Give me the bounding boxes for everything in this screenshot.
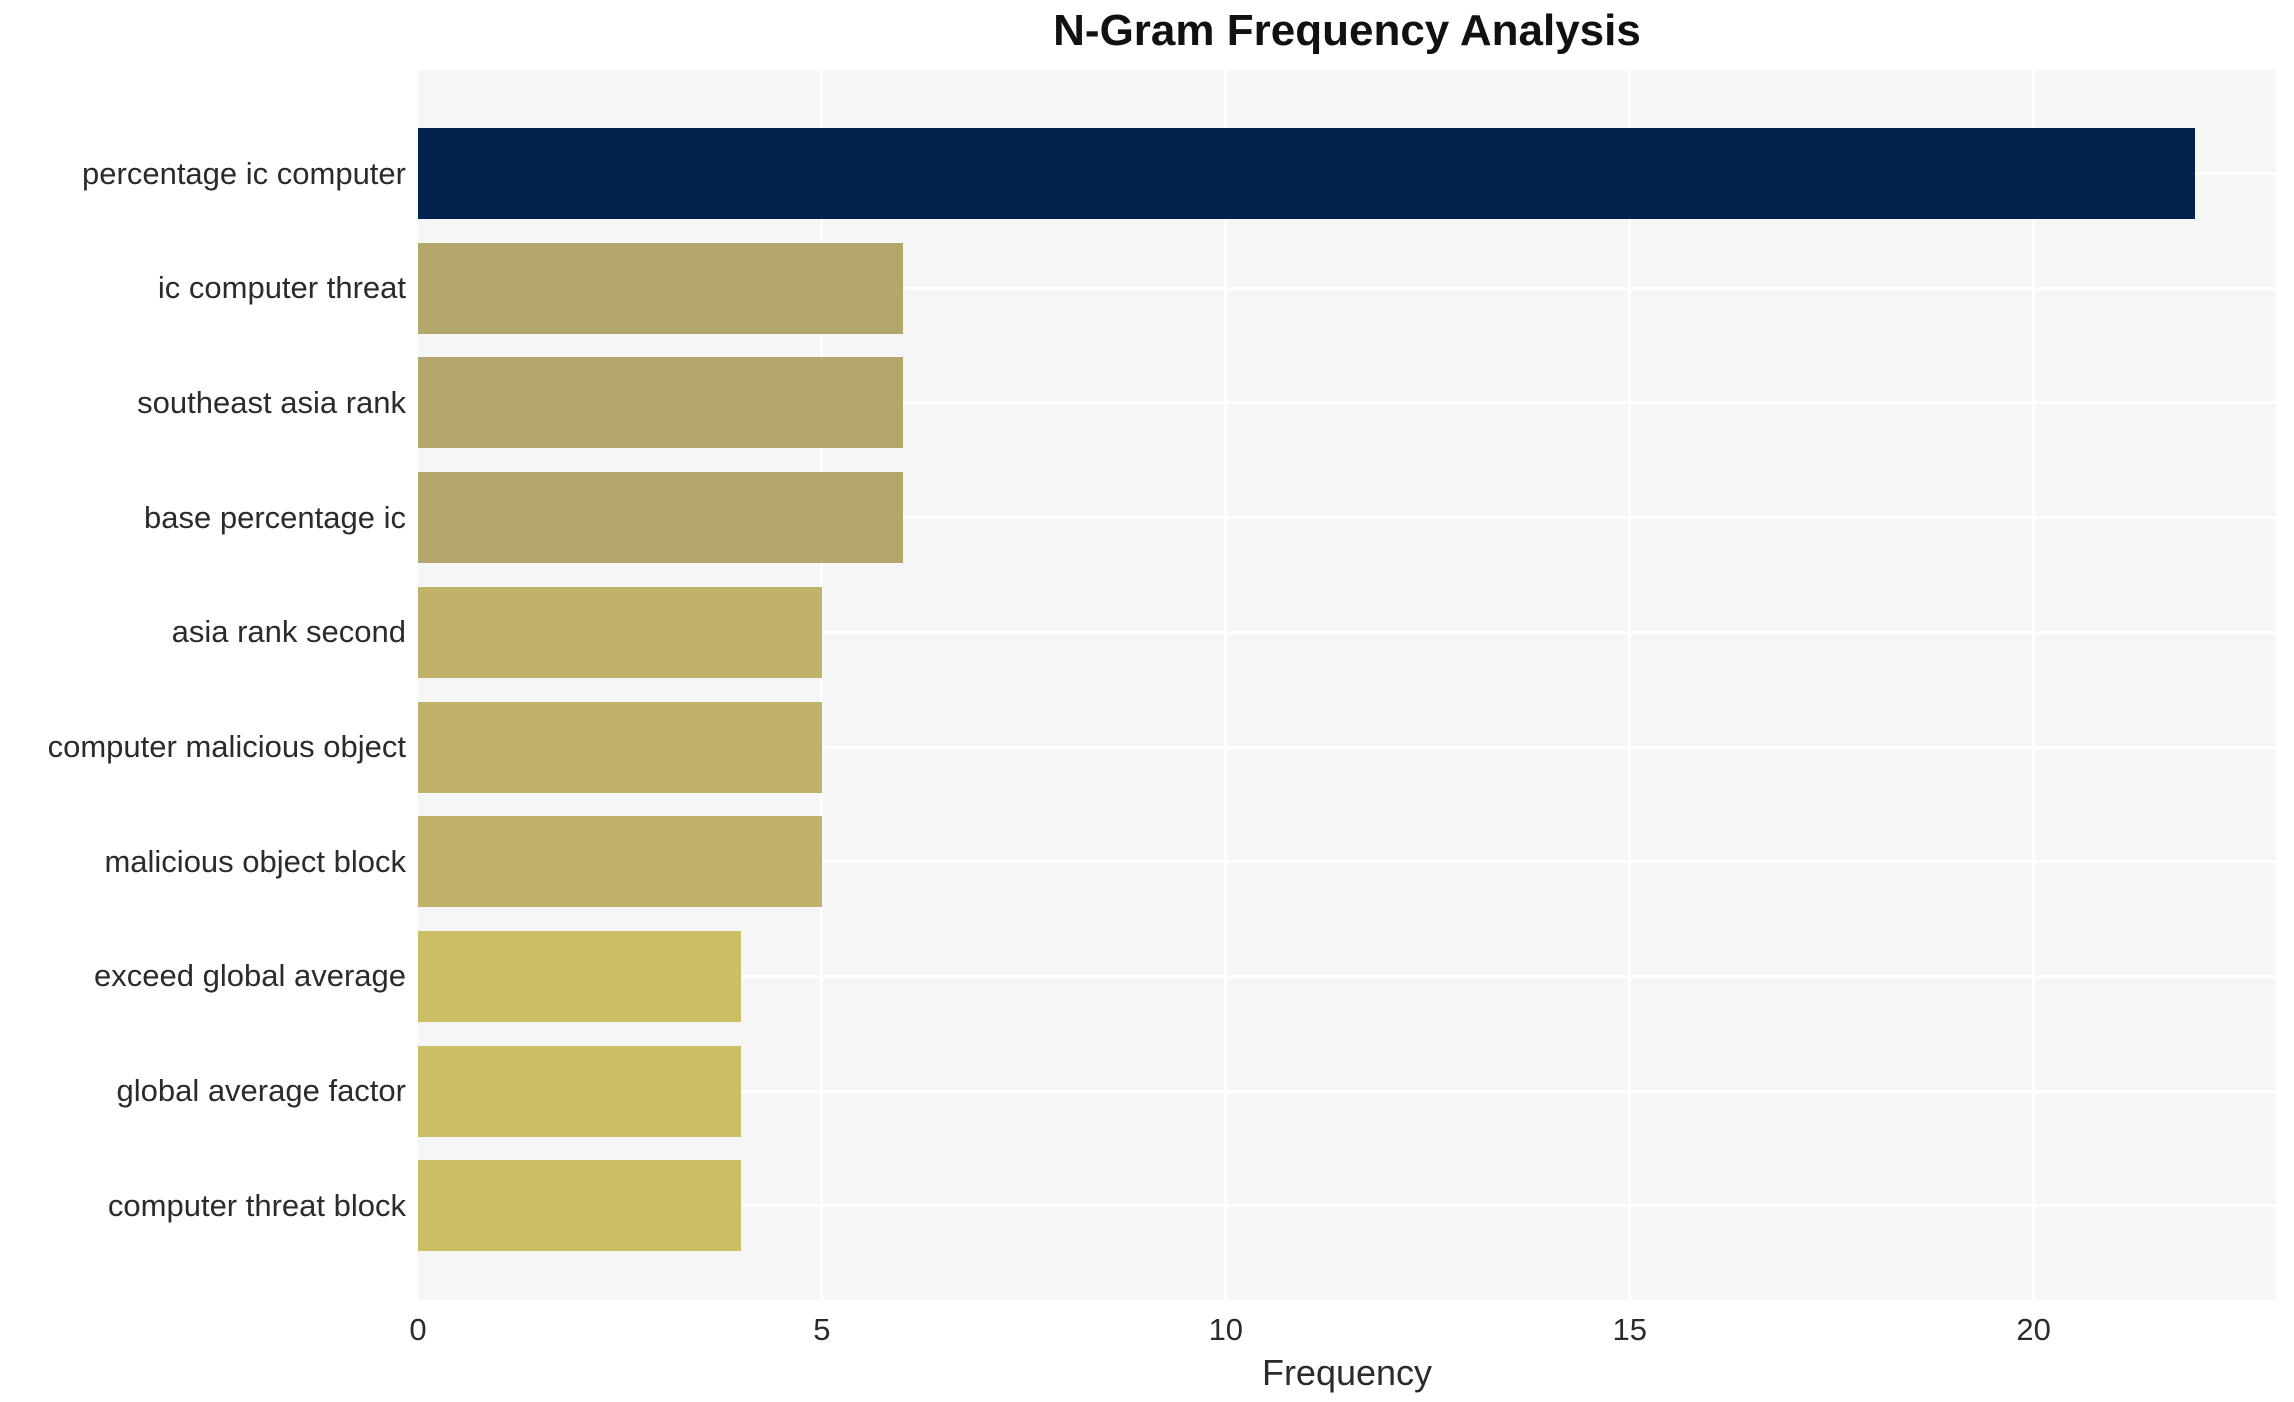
frequency-bar[interactable] — [418, 586, 822, 678]
category-label: computer threat block — [107, 1187, 406, 1223]
h-gridline — [418, 1089, 2276, 1093]
h-gridline — [418, 401, 2276, 405]
category-label: global average factor — [116, 1073, 406, 1109]
frequency-bar[interactable] — [418, 242, 903, 334]
frequency-bar[interactable] — [418, 930, 742, 1022]
category-label: asia rank second — [171, 614, 406, 650]
x-tick-label: 15 — [1612, 1312, 1647, 1347]
category-label: computer malicious object — [47, 729, 406, 764]
h-gridline — [418, 516, 2276, 520]
frequency-bar[interactable] — [418, 357, 903, 449]
v-gridline — [2032, 70, 2036, 1300]
x-tick-label: 10 — [1208, 1312, 1244, 1347]
h-gridline — [418, 860, 2276, 864]
category-label: southeast asia rank — [137, 384, 406, 420]
x-axis-label: Frequency — [1261, 1352, 1433, 1393]
h-gridline — [418, 1204, 2276, 1208]
h-gridline — [418, 745, 2276, 749]
plot-area — [418, 70, 2276, 1300]
v-gridline — [820, 70, 824, 1300]
frequency-bar[interactable] — [418, 128, 2196, 219]
frequency-bar[interactable] — [418, 1045, 742, 1137]
v-gridline — [1628, 70, 1632, 1300]
category-label: exceed global average — [94, 958, 406, 994]
x-tick-label: 20 — [2016, 1312, 2051, 1347]
x-tick-label: 5 — [813, 1312, 831, 1347]
frequency-bar[interactable] — [418, 701, 822, 793]
x-tick-label: 0 — [409, 1312, 427, 1347]
v-gridline — [1224, 70, 1228, 1300]
h-gridline — [418, 286, 2276, 290]
category-label: malicious object block — [104, 843, 406, 879]
frequency-bar[interactable] — [418, 816, 822, 908]
h-gridline — [418, 630, 2276, 634]
category-label: base percentage ic — [144, 499, 406, 535]
chart-title: N-Gram Frequency Analysis — [1053, 6, 1641, 55]
category-label: ic computer threat — [157, 270, 406, 306]
h-gridline — [418, 974, 2276, 978]
frequency-bar[interactable] — [418, 1160, 742, 1252]
category-label: percentage ic computer — [82, 155, 406, 191]
frequency-bar[interactable] — [418, 472, 903, 564]
